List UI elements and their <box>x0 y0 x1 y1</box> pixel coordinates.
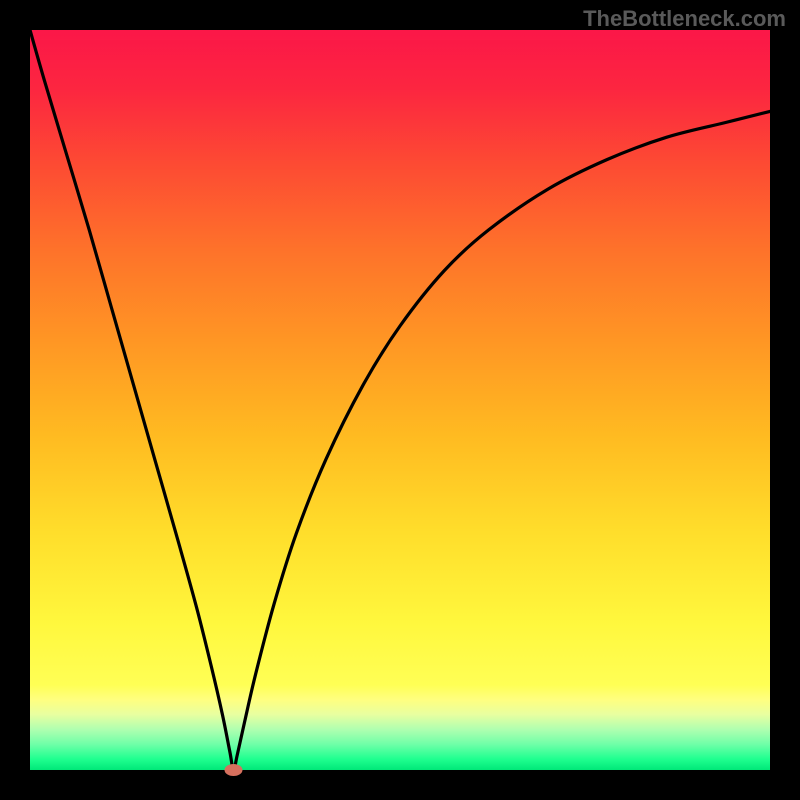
optimal-point-marker <box>225 764 243 776</box>
watermark-text: TheBottleneck.com <box>583 6 786 32</box>
bottleneck-chart <box>0 0 800 800</box>
